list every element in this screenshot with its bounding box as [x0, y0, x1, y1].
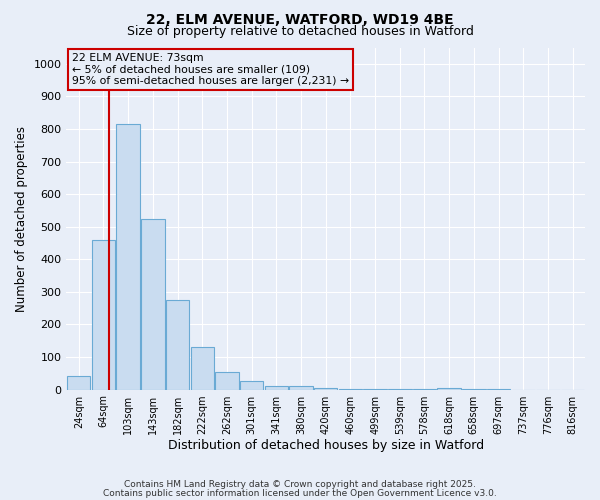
Text: 22, ELM AVENUE, WATFORD, WD19 4BE: 22, ELM AVENUE, WATFORD, WD19 4BE: [146, 12, 454, 26]
Text: 22 ELM AVENUE: 73sqm
← 5% of detached houses are smaller (109)
95% of semi-detac: 22 ELM AVENUE: 73sqm ← 5% of detached ho…: [71, 52, 349, 86]
Text: Contains HM Land Registry data © Crown copyright and database right 2025.: Contains HM Land Registry data © Crown c…: [124, 480, 476, 489]
Bar: [314, 388, 337, 390]
Bar: [116, 124, 140, 390]
Bar: [215, 372, 239, 390]
Bar: [67, 376, 91, 390]
Bar: [437, 388, 461, 390]
Bar: [166, 300, 189, 390]
Text: Contains public sector information licensed under the Open Government Licence v3: Contains public sector information licen…: [103, 488, 497, 498]
Bar: [141, 218, 164, 390]
X-axis label: Distribution of detached houses by size in Watford: Distribution of detached houses by size …: [167, 440, 484, 452]
Bar: [191, 347, 214, 390]
Bar: [240, 382, 263, 390]
Bar: [364, 389, 387, 390]
Bar: [289, 386, 313, 390]
Text: Size of property relative to detached houses in Watford: Size of property relative to detached ho…: [127, 25, 473, 38]
Bar: [92, 240, 115, 390]
Y-axis label: Number of detached properties: Number of detached properties: [15, 126, 28, 312]
Bar: [265, 386, 288, 390]
Bar: [338, 388, 362, 390]
